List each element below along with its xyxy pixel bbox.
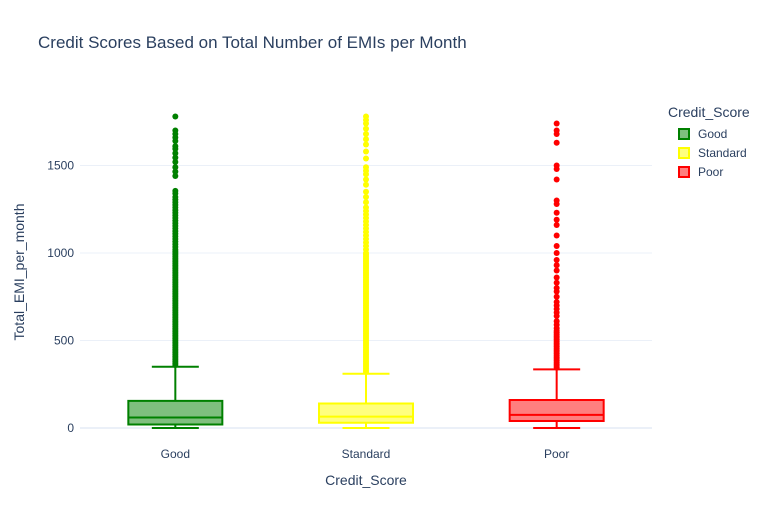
outlier-point-standard xyxy=(363,141,369,148)
outlier-point-good xyxy=(172,164,179,171)
outlier-point-standard xyxy=(363,148,369,155)
legend-item-good[interactable]: Good xyxy=(668,124,750,143)
x-tick-label-good: Good xyxy=(161,447,190,461)
box-trace-poor xyxy=(508,120,605,429)
y-axis-tick-labels: 0 500 1000 1500 xyxy=(47,159,74,436)
outlier-point-good xyxy=(172,154,179,161)
legend-label-standard: Standard xyxy=(698,145,747,160)
outlier-point-standard xyxy=(363,125,369,132)
box-iqr-standard xyxy=(318,402,414,424)
outlier-point-standard xyxy=(363,164,369,171)
outlier-point-good xyxy=(172,113,179,120)
legend-swatch-poor xyxy=(678,165,690,178)
outlier-point-poor xyxy=(553,222,560,228)
outlier-point-poor xyxy=(553,262,560,269)
outlier-point-standard xyxy=(363,113,369,120)
outlier-point-standard xyxy=(363,136,369,143)
outlier-point-standard xyxy=(363,181,369,188)
x-axis-tick-labels: Good Standard Poor xyxy=(161,447,570,461)
box-iqr-poor xyxy=(508,399,605,422)
legend-swatch-good xyxy=(678,127,690,140)
box-iqr-good xyxy=(127,399,224,426)
outlier-point-poor xyxy=(553,232,560,239)
y-tick-label-1000: 1000 xyxy=(47,246,74,260)
outlier-point-poor xyxy=(553,197,560,204)
outlier-point-good xyxy=(172,159,179,165)
outlier-point-good xyxy=(172,187,179,194)
outlier-point-standard xyxy=(363,131,369,137)
outlier-point-poor xyxy=(553,127,560,134)
outlier-point-poor xyxy=(553,299,560,305)
outlier-point-poor xyxy=(553,293,560,300)
outlier-point-standard xyxy=(363,199,369,206)
x-tick-label-standard: Standard xyxy=(342,447,391,461)
outlier-point-poor xyxy=(553,318,560,325)
outlier-point-good xyxy=(172,168,179,175)
outlier-point-poor xyxy=(553,279,560,286)
box-trace-standard xyxy=(318,113,414,429)
outlier-point-poor xyxy=(553,250,560,256)
box-trace-good xyxy=(127,113,224,429)
legend-item-standard[interactable]: Standard xyxy=(668,143,750,162)
outlier-point-poor xyxy=(553,267,560,274)
outlier-point-poor xyxy=(553,176,560,183)
outlier-point-poor xyxy=(553,274,560,281)
outlier-point-poor xyxy=(553,139,560,146)
outlier-point-poor xyxy=(553,243,560,249)
outlier-point-poor xyxy=(553,209,560,216)
chart-title: Credit Scores Based on Total Number of E… xyxy=(38,33,467,52)
outlier-point-good xyxy=(172,173,179,179)
outlier-point-standard xyxy=(363,194,369,200)
outlier-point-poor xyxy=(553,162,560,169)
legend-item-poor[interactable]: Poor xyxy=(668,162,750,181)
y-tick-label-1500: 1500 xyxy=(47,159,74,173)
outlier-point-good xyxy=(172,143,179,150)
outlier-point-standard xyxy=(363,155,369,162)
outlier-point-good xyxy=(172,150,179,157)
outlier-point-standard xyxy=(363,176,369,183)
outlier-point-standard xyxy=(363,188,369,195)
outlier-point-poor xyxy=(553,257,560,263)
box-traces xyxy=(127,113,605,429)
outlier-point-poor xyxy=(553,120,560,127)
outlier-point-poor xyxy=(553,285,560,291)
legend-title: Credit_Score xyxy=(668,104,750,120)
x-tick-label-poor: Poor xyxy=(544,447,569,461)
y-axis-label: Total_EMI_per_month xyxy=(11,204,27,341)
legend-swatch-standard xyxy=(678,146,690,159)
x-axis-label: Credit_Score xyxy=(325,472,407,488)
outlier-point-poor xyxy=(553,216,560,223)
legend-label-poor: Poor xyxy=(698,164,724,179)
legend: Credit_Score Good Standard Poor xyxy=(668,104,750,181)
outlier-point-standard xyxy=(363,204,369,211)
y-tick-label-500: 500 xyxy=(54,334,74,348)
legend-label-good: Good xyxy=(698,126,728,141)
y-tick-label-0: 0 xyxy=(67,421,74,435)
outlier-point-good xyxy=(172,127,179,134)
